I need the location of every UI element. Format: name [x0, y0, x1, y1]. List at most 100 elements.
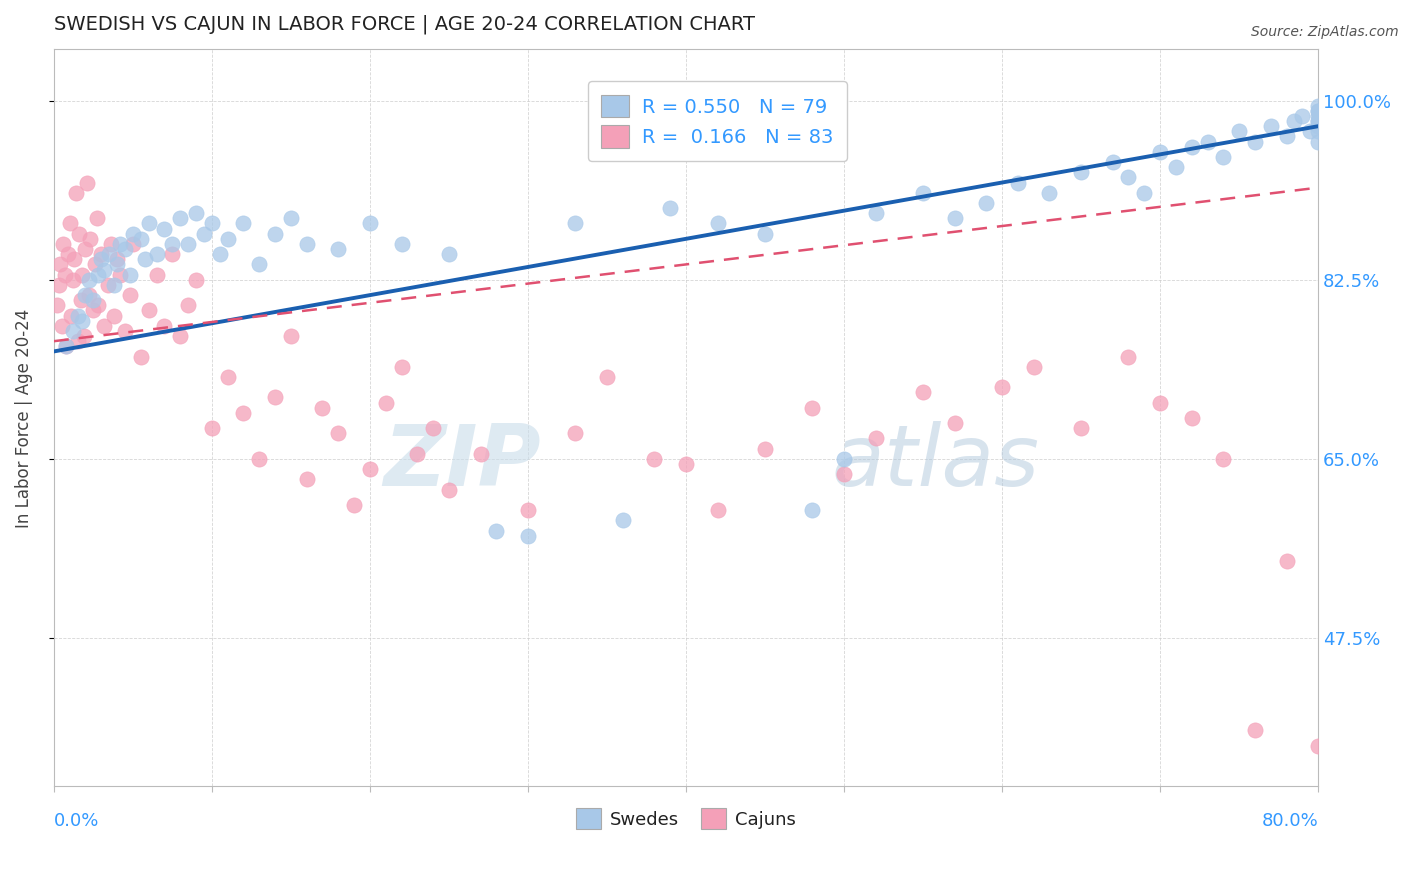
Legend: Swedes, Cajuns: Swedes, Cajuns: [568, 801, 803, 837]
Point: [1308, 135, 1330, 149]
Point: [1308, 103, 1330, 118]
Text: atlas: atlas: [831, 421, 1039, 504]
Point: [100, 236, 122, 251]
Point: [295, 472, 318, 486]
Point: [247, 451, 270, 466]
Point: [1244, 135, 1267, 149]
Point: [177, 298, 200, 312]
Point: [1038, 186, 1060, 200]
Point: [82, 293, 104, 308]
Point: [65, 186, 87, 200]
Point: [138, 217, 160, 231]
Point: [1308, 120, 1330, 134]
Point: [63, 252, 86, 267]
Point: [912, 186, 935, 200]
Point: [138, 303, 160, 318]
Point: [1291, 109, 1313, 123]
Point: [516, 529, 538, 543]
Point: [208, 247, 231, 261]
Point: [169, 329, 191, 343]
Point: [59, 217, 82, 231]
Point: [374, 395, 396, 409]
Point: [1308, 103, 1330, 118]
Point: [97, 277, 120, 292]
Point: [832, 467, 855, 482]
Point: [470, 447, 492, 461]
Point: [1007, 176, 1029, 190]
Point: [1133, 186, 1156, 200]
Point: [943, 416, 966, 430]
Point: [217, 232, 239, 246]
Point: [201, 217, 224, 231]
Point: [60, 309, 83, 323]
Point: [114, 324, 136, 338]
Point: [247, 257, 270, 271]
Point: [76, 176, 98, 190]
Point: [328, 426, 350, 441]
Point: [129, 350, 152, 364]
Y-axis label: In Labor Force | Age 20-24: In Labor Force | Age 20-24: [15, 309, 32, 527]
Point: [406, 447, 429, 461]
Point: [77, 288, 100, 302]
Point: [1227, 124, 1250, 138]
Point: [48, 277, 70, 292]
Point: [55, 339, 77, 353]
Point: [87, 298, 110, 312]
Point: [1022, 359, 1045, 374]
Point: [1284, 114, 1306, 128]
Point: [1308, 109, 1330, 123]
Point: [1308, 739, 1330, 753]
Point: [79, 232, 101, 246]
Point: [422, 421, 444, 435]
Point: [974, 196, 997, 211]
Point: [87, 268, 110, 282]
Point: [1299, 124, 1322, 138]
Point: [516, 503, 538, 517]
Point: [596, 370, 619, 384]
Point: [485, 524, 508, 538]
Point: [359, 217, 381, 231]
Point: [706, 503, 728, 517]
Point: [1212, 451, 1234, 466]
Point: [1181, 139, 1204, 153]
Point: [1260, 120, 1282, 134]
Point: [912, 385, 935, 400]
Point: [90, 252, 112, 267]
Point: [865, 206, 887, 220]
Point: [232, 406, 254, 420]
Point: [1118, 350, 1140, 364]
Point: [1181, 411, 1204, 425]
Point: [1308, 99, 1330, 113]
Point: [1197, 135, 1219, 149]
Point: [169, 211, 191, 226]
Point: [51, 318, 73, 333]
Point: [391, 236, 413, 251]
Point: [118, 268, 141, 282]
Point: [295, 236, 318, 251]
Point: [72, 268, 94, 282]
Point: [754, 442, 776, 456]
Point: [1149, 395, 1171, 409]
Point: [66, 334, 89, 348]
Point: [82, 303, 104, 318]
Point: [1070, 421, 1092, 435]
Point: [105, 252, 128, 267]
Point: [98, 247, 121, 261]
Point: [52, 236, 75, 251]
Point: [1212, 150, 1234, 164]
Point: [991, 380, 1014, 394]
Point: [55, 339, 77, 353]
Point: [391, 359, 413, 374]
Point: [93, 262, 115, 277]
Point: [49, 257, 72, 271]
Point: [865, 432, 887, 446]
Text: 80.0%: 80.0%: [1261, 812, 1319, 830]
Point: [93, 318, 115, 333]
Point: [280, 329, 302, 343]
Point: [53, 268, 76, 282]
Point: [1244, 723, 1267, 738]
Point: [46, 298, 69, 312]
Point: [69, 293, 91, 308]
Point: [1308, 114, 1330, 128]
Point: [103, 309, 125, 323]
